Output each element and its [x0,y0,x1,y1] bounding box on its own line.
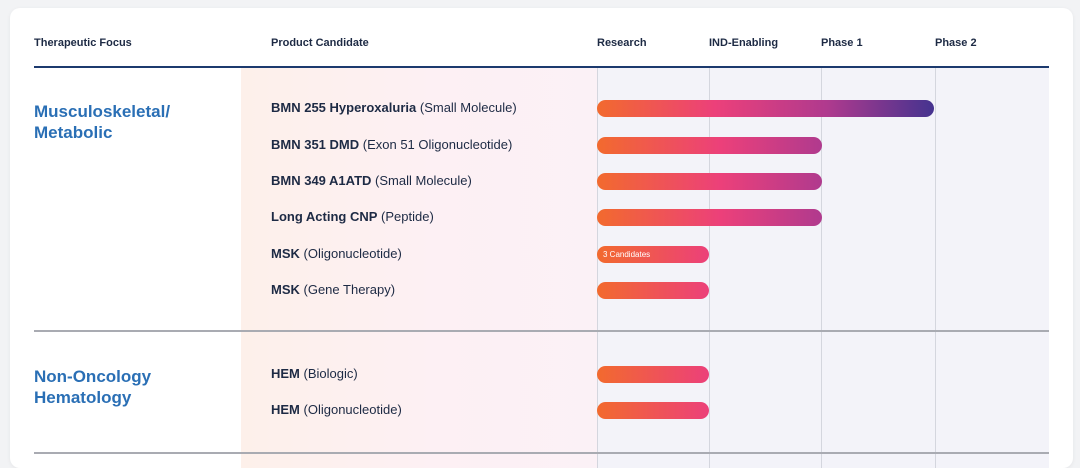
bar-long-acting-cnp [597,209,822,226]
header-phase-1: Phase 1 [821,37,863,49]
focus-line: Hematology [34,388,132,407]
candidate-modality: (Oligonucleotide) [303,246,402,261]
header-therapeutic-focus: Therapeutic Focus [34,37,132,49]
bar-label: 3 Candidates [603,250,651,259]
focus-non-oncology-hematology: Non-Oncology Hematology [34,366,151,408]
phase-column-background [597,68,1049,468]
candidate-msk-gene-therapy: MSK (Gene Therapy) [271,281,395,299]
bar-msk-gene-therapy [597,282,709,299]
candidate-modality: (Gene Therapy) [303,282,396,297]
candidate-name: Long Acting CNP [271,209,378,224]
focus-line: Metabolic [34,123,113,142]
header-rule [34,66,1049,68]
candidate-bmn-255: BMN 255 Hyperoxaluria (Small Molecule) [271,99,517,117]
pipeline-card: Therapeutic Focus Product Candidate Rese… [10,8,1073,468]
candidate-long-acting-cnp: Long Acting CNP (Peptide) [271,208,434,226]
candidate-name: HEM [271,366,300,381]
candidate-name: BMN 351 DMD [271,137,360,152]
candidate-name: HEM [271,402,300,417]
bar-bmn-255 [597,100,934,117]
bar-hem-oligonucleotide [597,402,709,419]
focus-musculoskeletal-metabolic: Musculoskeletal/ Metabolic [34,101,170,143]
header-product-candidate: Product Candidate [271,37,369,49]
candidate-name: MSK [271,246,300,261]
bar-hem-biologic [597,366,709,383]
focus-line: Musculoskeletal/ [34,102,171,121]
group-separator-bottom [34,452,1049,454]
candidate-name: BMN 349 A1ATD [271,173,372,188]
bar-bmn-351 [597,137,822,154]
candidate-msk-oligonucleotide: MSK (Oligonucleotide) [271,245,402,263]
candidate-modality: (Biologic) [303,366,358,381]
phase-divider-phase-1 [821,68,822,468]
bar-bmn-349 [597,173,822,190]
candidate-modality: (Peptide) [381,209,434,224]
candidate-modality: (Exon 51 Oligonucleotide) [362,137,513,152]
candidate-modality: (Oligonucleotide) [303,402,402,417]
bar-msk-oligonucleotide: 3 Candidates [597,246,709,263]
header-phase-2: Phase 2 [935,37,977,49]
phase-divider-ind-enabling [709,68,710,468]
candidate-column-background [241,68,597,468]
candidate-modality: (Small Molecule) [419,100,517,115]
focus-line: Non-Oncology [34,367,152,386]
candidate-hem-biologic: HEM (Biologic) [271,365,358,383]
phase-divider-phase-2 [935,68,936,468]
candidate-name: MSK [271,282,300,297]
candidate-bmn-349: BMN 349 A1ATD (Small Molecule) [271,172,472,190]
phase-divider-research [597,68,598,468]
candidate-modality: (Small Molecule) [375,173,472,188]
candidate-name: BMN 255 Hyperoxaluria [271,100,417,115]
header-phase-ind-enabling: IND-Enabling [709,37,779,49]
group-separator [34,330,1049,332]
header-phase-research: Research [597,37,647,49]
candidate-hem-oligonucleotide: HEM (Oligonucleotide) [271,401,402,419]
candidate-bmn-351: BMN 351 DMD (Exon 51 Oligonucleotide) [271,136,512,154]
